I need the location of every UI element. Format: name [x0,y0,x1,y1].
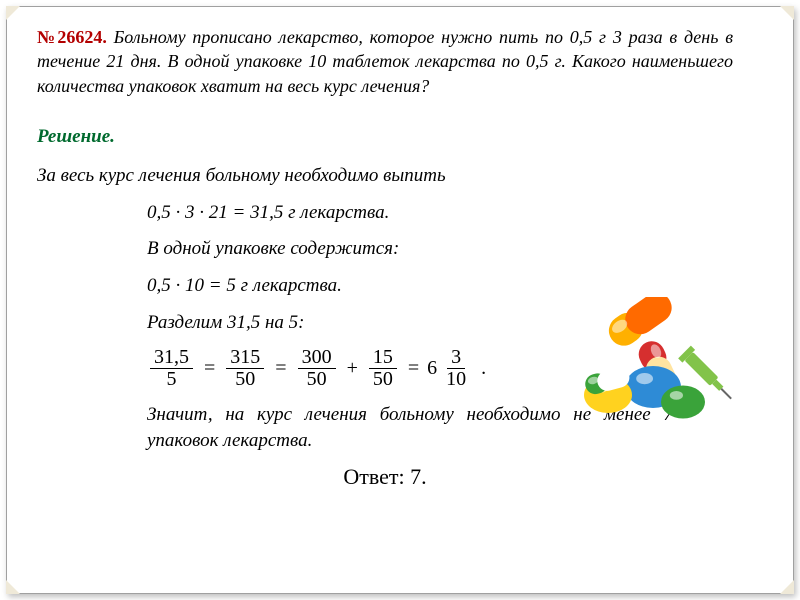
formula-op: + [345,357,360,380]
pills-illustration [573,297,753,447]
problem-number: №26624. [37,27,107,47]
corner-fold [780,580,794,594]
formula-op: = [273,357,288,380]
problem-statement: №26624. Больному прописано лекарство, ко… [37,25,733,98]
corner-fold [6,6,20,20]
formula-fraction: 30050 [298,347,336,390]
corner-fold [780,6,794,20]
formula-op: = [406,357,421,380]
solution-line: 0,5 · 10 = 5 г лекарства. [147,274,733,299]
slide-frame: №26624. Больному прописано лекарство, ко… [6,6,794,594]
corner-fold [6,580,20,594]
solution-heading: Решение. [37,126,733,148]
solution-line: За весь курс лечения больному необходимо… [37,164,733,189]
formula-fraction: 31,55 [150,347,193,390]
solution-line: 0,5 · 3 · 21 = 31,5 г лекарства. [147,201,733,226]
problem-text: Больному прописано лекарство, которое ну… [37,27,733,96]
formula-op: = [202,357,217,380]
formula-fraction: 1550 [369,347,397,390]
formula-mixed: 6310 [427,347,473,390]
solution-line: В одной упаковке содержится: [147,237,733,262]
answer: Ответ: 7. [37,464,733,490]
formula-fraction: 31550 [226,347,264,390]
formula-op: . [479,357,488,380]
